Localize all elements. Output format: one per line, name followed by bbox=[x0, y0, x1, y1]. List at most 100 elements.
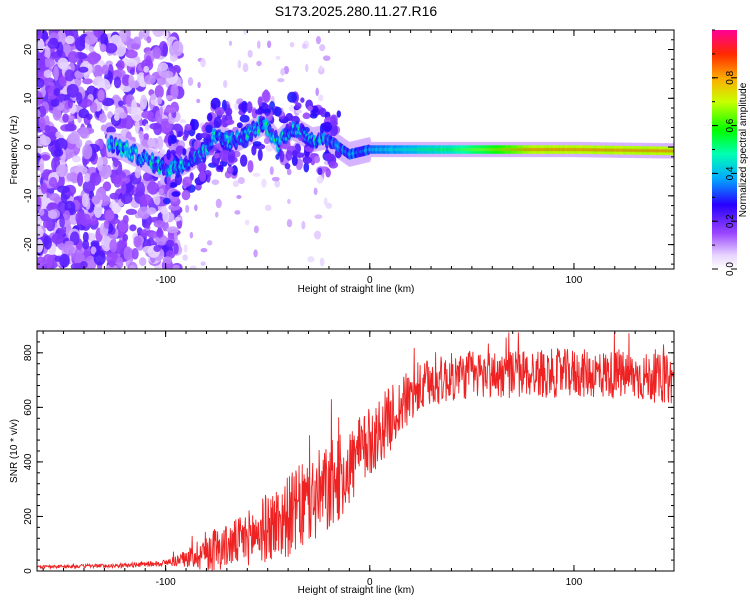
spectrogram-cell bbox=[108, 260, 115, 268]
spectrogram-cell bbox=[41, 30, 49, 43]
spectrogram-cell bbox=[152, 30, 165, 38]
spectrogram-cell bbox=[153, 220, 166, 228]
spectrogram-cell bbox=[165, 239, 175, 248]
colorbar-tick-label: 0.0 bbox=[725, 262, 736, 276]
spectrogram-cell bbox=[82, 231, 89, 243]
spectrogram-cell bbox=[81, 193, 89, 208]
spectrogram-cell bbox=[171, 40, 184, 57]
spectrogram-cell bbox=[163, 197, 171, 205]
spectrogram-cell bbox=[302, 156, 313, 164]
spectrogram-cell bbox=[242, 62, 249, 73]
spectrogram-cell bbox=[160, 206, 168, 215]
spectrogram-cell bbox=[323, 153, 334, 161]
spectrogram-cell bbox=[134, 148, 138, 153]
spectrogram-cell bbox=[170, 83, 179, 100]
spectrogram-cell bbox=[122, 214, 129, 224]
spectrogram-cell bbox=[162, 43, 168, 57]
spectrogram-cell bbox=[37, 30, 42, 37]
spectrogram-cell bbox=[38, 208, 45, 216]
spectrogram-cell bbox=[336, 110, 341, 118]
spectrogram-cell bbox=[159, 106, 164, 116]
spectrogram-cell bbox=[38, 116, 46, 131]
spectrogram-cell bbox=[197, 162, 207, 172]
spectrogram-cell bbox=[257, 129, 260, 134]
spectrogram-cell bbox=[261, 178, 267, 188]
spectrogram-cell bbox=[301, 220, 306, 230]
spectrogram-cell bbox=[42, 219, 49, 229]
spectrogram-x-tick-label: 100 bbox=[566, 275, 583, 286]
spectrogram-cell bbox=[153, 245, 161, 253]
spectrogram-cell bbox=[256, 60, 262, 67]
snr-xlabel: Height of straight line (km) bbox=[298, 585, 415, 596]
spectrogram-cell bbox=[325, 168, 331, 178]
spectrogram-cell bbox=[313, 155, 321, 164]
spectrogram-cell bbox=[57, 57, 69, 70]
spectrogram-y-tick-label: -10 bbox=[23, 188, 34, 203]
spectrogram-cell bbox=[315, 87, 319, 97]
spectrogram-cell bbox=[210, 97, 221, 110]
spectrogram-cell bbox=[54, 137, 68, 152]
spectrogram-cell bbox=[131, 248, 139, 260]
spectrogram-cell bbox=[286, 218, 293, 228]
spectrogram-cell bbox=[114, 41, 127, 57]
spectrogram-xlabel: Height of straight line (km) bbox=[298, 284, 415, 295]
spectrogram-cell bbox=[234, 210, 241, 215]
spectrogram-cell bbox=[250, 134, 253, 139]
spectrogram-cell bbox=[157, 96, 163, 105]
snr-x-tick-label: -100 bbox=[156, 577, 176, 588]
spectrogram-cell bbox=[261, 90, 271, 103]
spectrogram-cell bbox=[64, 240, 74, 247]
spectrogram-cell bbox=[89, 217, 98, 226]
snr-panel: -100 0 100 0 200 400 600 800 Height of straight… bbox=[9, 330, 675, 596]
spectrogram-cell bbox=[87, 51, 100, 65]
spectrogram-cell bbox=[182, 254, 188, 261]
spectrogram-cell bbox=[189, 265, 198, 269]
spectrogram-cell bbox=[162, 256, 173, 265]
spectrogram-cell bbox=[275, 55, 281, 60]
spectrogram-cell bbox=[182, 176, 193, 187]
snr-y-tick-label: 200 bbox=[23, 508, 34, 525]
spectrogram-cell bbox=[232, 180, 239, 188]
spectrogram-cell bbox=[169, 181, 178, 188]
spectrogram-cell bbox=[48, 192, 60, 201]
snr-x-tick-label: 0 bbox=[367, 577, 373, 588]
spectrogram-cell bbox=[287, 91, 298, 103]
spectrogram-cell bbox=[328, 161, 339, 169]
spectrogram-cell bbox=[183, 244, 188, 253]
spectrogram-cell bbox=[59, 215, 65, 228]
spectrogram-cell bbox=[146, 181, 159, 195]
spectrogram-cell bbox=[159, 120, 173, 134]
spectrogram-cell bbox=[45, 216, 56, 232]
spectrogram-cell bbox=[74, 36, 86, 51]
spectrogram-cell bbox=[200, 248, 208, 253]
spectrogram-cell bbox=[166, 149, 171, 161]
spectrogram-cell bbox=[309, 112, 318, 119]
spectrogram-cell bbox=[280, 68, 286, 76]
spectrogram-frame bbox=[36, 29, 675, 270]
spectrogram-cell bbox=[99, 43, 107, 53]
spectrogram-cell bbox=[41, 136, 51, 146]
spectrogram-cell bbox=[144, 123, 150, 131]
spectrogram-cell bbox=[303, 162, 310, 173]
spectrogram-cell bbox=[54, 255, 62, 262]
spectrogram-cell bbox=[98, 113, 107, 123]
spectrogram-cell bbox=[313, 230, 322, 240]
spectrogram-cell bbox=[37, 54, 46, 67]
spectrogram-cell bbox=[141, 110, 154, 120]
spectrogram-cell bbox=[247, 49, 253, 58]
spectrogram-cell bbox=[37, 153, 42, 161]
snr-series-line bbox=[37, 332, 674, 571]
spectrogram-cell bbox=[196, 98, 201, 104]
spectrogram-cell bbox=[57, 185, 70, 194]
spectrogram-cell bbox=[116, 59, 125, 71]
spectrogram-cell bbox=[113, 76, 122, 89]
spectrogram-cell bbox=[154, 195, 161, 206]
spectrogram-cell bbox=[271, 176, 280, 182]
spectrogram-cell bbox=[84, 34, 97, 45]
spectrogram-cell bbox=[153, 166, 156, 171]
spectrogram-cell bbox=[313, 187, 318, 196]
spectrogram-cell bbox=[66, 83, 79, 98]
spectrogram-cell bbox=[125, 208, 138, 216]
spectrogram-cell bbox=[263, 108, 271, 114]
